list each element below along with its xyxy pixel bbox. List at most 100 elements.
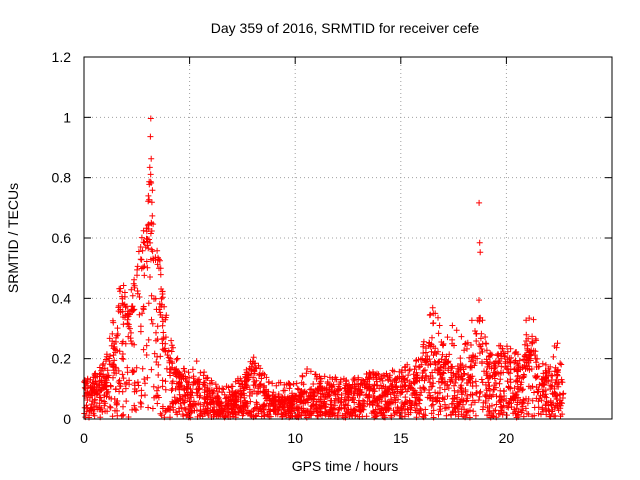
data-point (381, 372, 388, 379)
data-point (493, 401, 500, 408)
data-point (299, 391, 306, 397)
data-point (337, 399, 344, 406)
data-point (485, 375, 491, 382)
data-point (513, 377, 520, 384)
data-point (558, 376, 565, 383)
data-point (90, 374, 97, 381)
data-point (197, 401, 204, 408)
data-point (515, 364, 522, 371)
data-point (193, 407, 200, 414)
data-point (468, 342, 474, 348)
data-point (438, 356, 445, 363)
data-point (267, 408, 274, 415)
data-point (476, 350, 483, 357)
data-point (504, 348, 511, 355)
data-point (119, 351, 126, 357)
data-point (260, 389, 267, 396)
data-point (250, 354, 257, 361)
data-point (347, 410, 353, 417)
data-point (462, 340, 469, 347)
data-point (300, 381, 307, 388)
data-point (152, 295, 159, 302)
data-point (428, 348, 435, 355)
data-point (351, 399, 358, 406)
data-point (187, 403, 194, 410)
data-point (257, 388, 264, 395)
data-point (494, 369, 501, 376)
data-point (490, 360, 497, 367)
data-point (482, 381, 489, 388)
data-point (240, 407, 247, 413)
data-point (114, 331, 121, 337)
data-point (500, 402, 507, 409)
data-point (379, 385, 385, 392)
data-point (392, 399, 399, 406)
data-point (196, 376, 203, 383)
data-point (189, 408, 196, 415)
data-point (233, 402, 240, 409)
data-point (214, 385, 221, 392)
data-point (89, 398, 96, 405)
data-point (252, 364, 259, 371)
data-point (467, 363, 474, 370)
data-point (298, 412, 305, 419)
data-point (508, 404, 515, 410)
data-point (143, 225, 150, 232)
data-point (473, 338, 480, 344)
data-point (482, 334, 489, 340)
data-point (99, 362, 106, 369)
data-point (163, 407, 170, 414)
data-point (160, 335, 167, 342)
data-point (325, 393, 332, 400)
data-point (340, 402, 347, 409)
data-point (140, 227, 147, 234)
data-point (539, 392, 546, 399)
data-point (469, 357, 476, 364)
data-point (479, 317, 486, 324)
data-point (449, 322, 456, 329)
data-point (264, 393, 271, 400)
data-point (406, 382, 413, 389)
data-point (366, 369, 373, 376)
data-point (119, 300, 126, 307)
data-point (148, 366, 155, 373)
data-point (504, 343, 510, 350)
data-point (157, 311, 164, 318)
data-point (446, 351, 453, 358)
data-point (110, 345, 117, 352)
data-point (246, 365, 253, 372)
data-point (488, 393, 495, 400)
data-point (190, 381, 196, 388)
data-point (166, 357, 173, 364)
data-point (197, 369, 204, 376)
data-point (354, 387, 361, 394)
data-point (369, 399, 376, 406)
data-point (549, 408, 556, 415)
plot-frame (83, 56, 613, 420)
data-point (533, 337, 540, 344)
data-point (429, 334, 435, 341)
data-point (246, 392, 253, 399)
data-point (430, 407, 437, 414)
data-point (525, 383, 532, 390)
data-point (332, 376, 338, 383)
data-point (96, 394, 103, 401)
data-point (331, 399, 338, 406)
data-point (207, 380, 213, 387)
data-point (415, 364, 422, 371)
data-point (270, 389, 277, 396)
data-point (523, 317, 530, 324)
data-point (458, 333, 465, 340)
data-point (542, 361, 549, 368)
data-point (483, 347, 490, 354)
data-point (102, 408, 109, 415)
data-point (350, 396, 357, 403)
data-point (222, 395, 229, 402)
data-point (507, 384, 514, 391)
data-point (114, 407, 120, 414)
data-point (393, 376, 400, 382)
data-point (535, 398, 542, 405)
data-point (403, 398, 410, 405)
data-point (476, 239, 483, 246)
data-point (194, 390, 201, 397)
